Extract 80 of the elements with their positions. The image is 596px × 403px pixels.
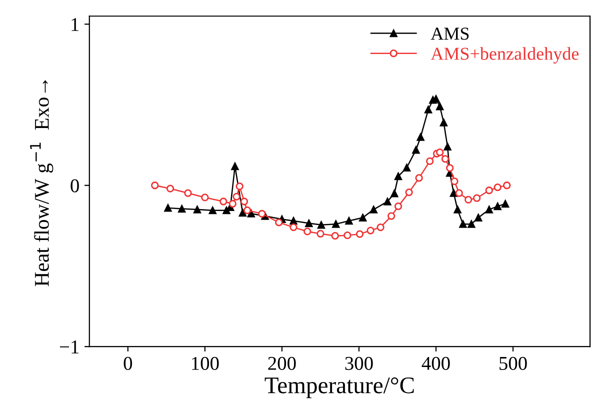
- point: [394, 172, 402, 180]
- point: [236, 182, 244, 190]
- point: [394, 202, 402, 210]
- point: [178, 204, 186, 213]
- point: [316, 230, 324, 238]
- y-tick-label: −1: [60, 340, 79, 354]
- point: [485, 206, 493, 214]
- point: [238, 208, 246, 217]
- point: [208, 206, 216, 214]
- point: [444, 142, 452, 151]
- point: [370, 206, 378, 214]
- point: [415, 174, 423, 182]
- point: [485, 186, 493, 194]
- point: [390, 190, 398, 198]
- point: [359, 214, 367, 222]
- point: [503, 182, 511, 190]
- point: [151, 182, 159, 190]
- point: [494, 202, 502, 210]
- x-axis-title: Temperature/°C: [264, 377, 414, 398]
- point: [441, 155, 450, 163]
- y-tick-label: 1: [72, 18, 79, 31]
- point: [436, 148, 444, 156]
- point: [317, 221, 326, 229]
- point: [450, 178, 458, 186]
- point: [426, 157, 434, 166]
- x-tick-label: 100: [192, 356, 219, 370]
- point: [304, 228, 312, 236]
- x-tick-label: 400: [422, 356, 450, 370]
- point: [384, 198, 392, 206]
- point: [376, 223, 384, 232]
- point: [455, 189, 463, 197]
- point: [232, 192, 240, 200]
- y-axis-title: Heat flow/W g$^{−1}$ Exo→: [30, 80, 54, 286]
- point: [366, 226, 374, 234]
- point: [356, 230, 364, 238]
- point: [344, 232, 352, 240]
- x-tick-label: 500: [500, 356, 527, 370]
- point: [474, 214, 482, 222]
- point: [424, 106, 432, 114]
- point: [166, 184, 174, 192]
- point: [258, 210, 266, 218]
- point: [193, 206, 202, 214]
- y-tick-label: 0: [70, 179, 79, 192]
- point: [220, 198, 228, 206]
- point: [228, 200, 236, 208]
- point: [459, 220, 467, 228]
- x-tick-label: 300: [345, 356, 373, 370]
- legend-label: AMS+benzaldehyde: [430, 47, 579, 64]
- point: [388, 212, 396, 220]
- point: [243, 206, 252, 214]
- point: [331, 232, 339, 240]
- point: [446, 164, 454, 172]
- point: [454, 206, 462, 214]
- point: [345, 217, 353, 225]
- point: [464, 196, 472, 204]
- point: [164, 204, 172, 212]
- point: [436, 102, 444, 110]
- point: [440, 118, 448, 126]
- legend-label: AMS: [430, 28, 469, 40]
- point: [201, 194, 209, 202]
- point: [231, 162, 239, 170]
- x-tick-label: 0: [124, 356, 132, 370]
- point: [416, 133, 424, 141]
- point: [468, 220, 476, 228]
- point: [247, 210, 255, 218]
- point: [290, 223, 298, 232]
- point: [290, 217, 298, 225]
- point: [450, 189, 458, 197]
- point: [275, 218, 283, 226]
- point: [501, 200, 510, 208]
- point: [494, 183, 502, 192]
- point: [184, 189, 192, 197]
- point: [305, 219, 313, 228]
- point: [412, 146, 420, 154]
- point: [332, 220, 340, 228]
- point: [473, 194, 481, 202]
- point: [240, 198, 248, 206]
- point: [405, 188, 413, 196]
- x-tick-label: 200: [268, 356, 296, 370]
- point: [402, 164, 411, 172]
